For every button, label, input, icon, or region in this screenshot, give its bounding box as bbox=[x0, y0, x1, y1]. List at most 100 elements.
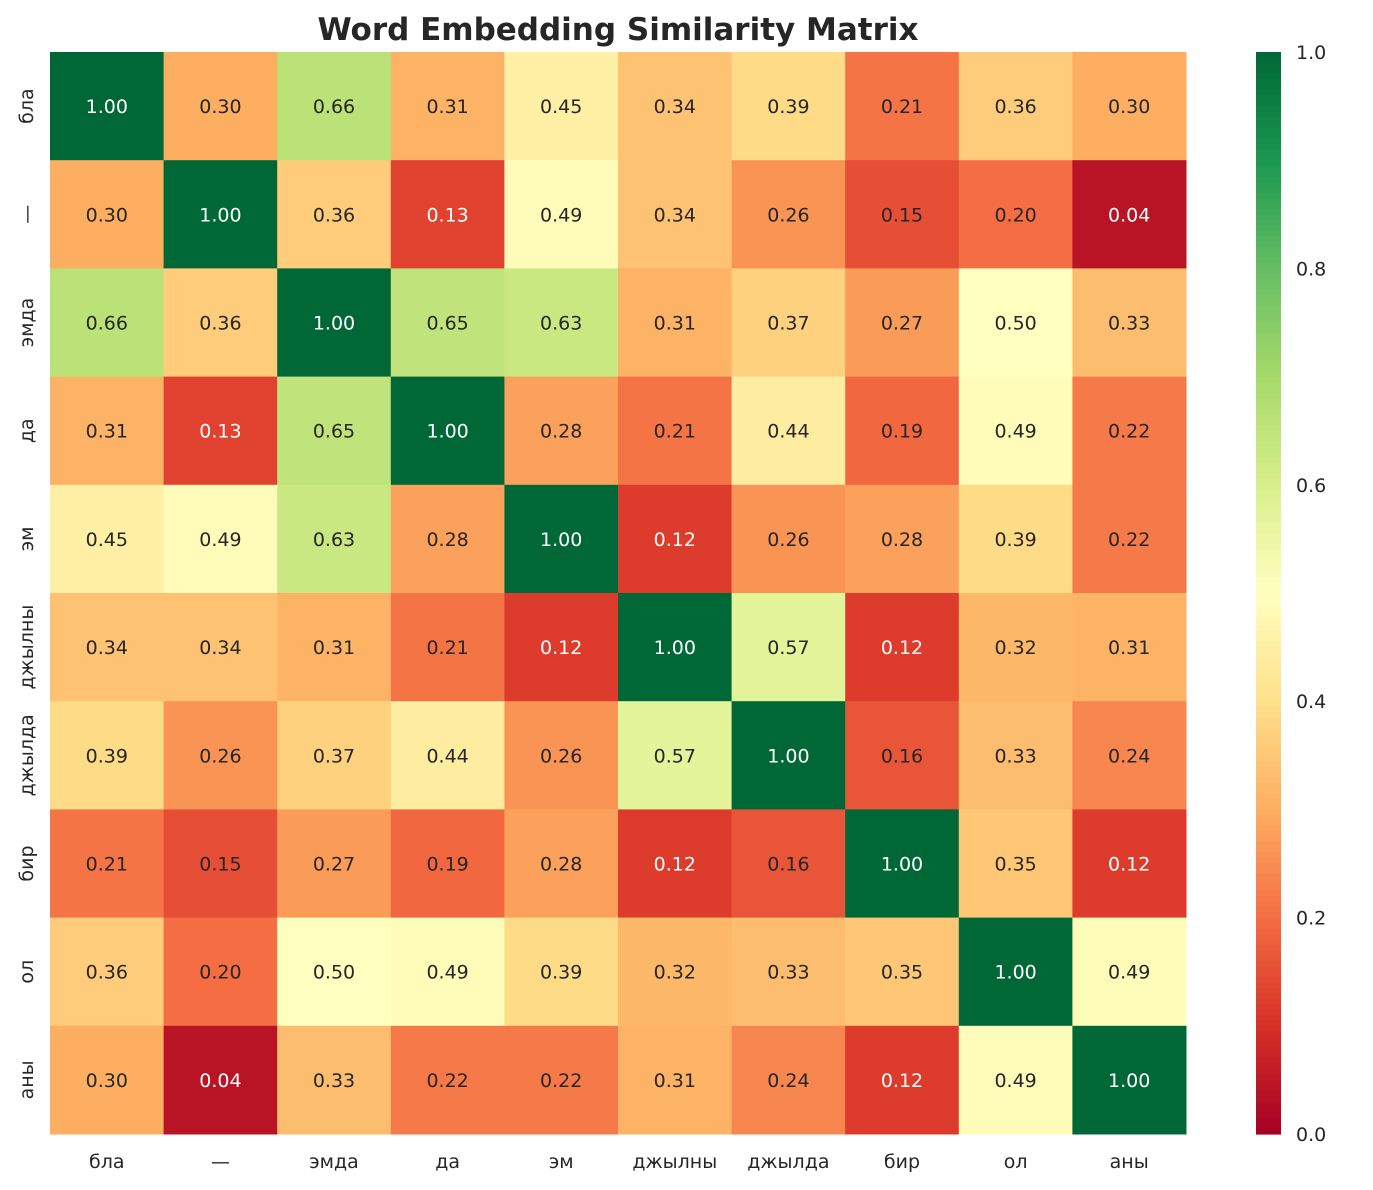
colorbar-tick-label: 0.6 bbox=[1296, 475, 1326, 497]
colorbar-segment bbox=[1256, 906, 1281, 913]
cell-value-label: 0.66 bbox=[313, 96, 355, 118]
colorbar-segment bbox=[1256, 333, 1281, 340]
heatmap-cell bbox=[50, 268, 165, 378]
colorbar-segment bbox=[1256, 901, 1281, 908]
colorbar-segment bbox=[1256, 1101, 1281, 1108]
heatmap-cell bbox=[958, 701, 1073, 810]
colorbar-segment bbox=[1256, 1106, 1281, 1113]
cell-value-label: 0.04 bbox=[199, 1070, 241, 1092]
colorbar-segment bbox=[1256, 441, 1281, 448]
colorbar-segment bbox=[1256, 793, 1281, 800]
heatmap-cell bbox=[504, 701, 619, 810]
colorbar-segment bbox=[1256, 722, 1281, 729]
cell-value-label: 0.30 bbox=[1108, 96, 1150, 118]
cell-value-label: 0.34 bbox=[654, 96, 696, 118]
colorbar-segment bbox=[1256, 392, 1281, 399]
heatmap-cell bbox=[958, 917, 1073, 1027]
colorbar-segment bbox=[1256, 79, 1281, 86]
colorbar-segment bbox=[1256, 95, 1281, 102]
colorbar-segment bbox=[1256, 446, 1281, 453]
colorbar-segment bbox=[1256, 203, 1281, 210]
colorbar-segment bbox=[1256, 1025, 1281, 1032]
cell-value-label: 0.15 bbox=[199, 854, 241, 876]
cell-value-label: 0.21 bbox=[654, 421, 696, 443]
heatmap-cell bbox=[504, 1025, 619, 1135]
cell-value-label: 1.00 bbox=[881, 854, 923, 876]
heatmap-cell bbox=[504, 268, 619, 378]
colorbar-segment bbox=[1256, 268, 1281, 275]
colorbar-tick-label: 0.8 bbox=[1296, 258, 1326, 280]
cell-value-label: 0.19 bbox=[881, 421, 923, 443]
heatmap-cell bbox=[163, 701, 278, 810]
heatmap-cell bbox=[277, 1025, 392, 1135]
colorbar-segment bbox=[1256, 609, 1281, 616]
colorbar-segment bbox=[1256, 419, 1281, 426]
cell-value-label: 0.28 bbox=[540, 854, 582, 876]
colorbar-segment bbox=[1256, 219, 1281, 226]
heatmap-cell bbox=[277, 917, 392, 1027]
cell-value-label: 0.19 bbox=[426, 854, 468, 876]
cell-value-label: 0.66 bbox=[86, 313, 128, 335]
cell-value-label: 0.21 bbox=[426, 637, 468, 659]
colorbar-segment bbox=[1256, 987, 1281, 994]
cell-value-label: 1.00 bbox=[1108, 1070, 1150, 1092]
cell-value-label: 0.65 bbox=[313, 421, 355, 443]
heatmap-cell bbox=[1072, 160, 1187, 269]
colorbar-tick-label: 0.4 bbox=[1296, 691, 1326, 713]
colorbar-segment bbox=[1256, 279, 1281, 286]
cell-value-label: 0.24 bbox=[1108, 745, 1150, 767]
colorbar: 0.0 0.2 0.4 0.6 0.8 1.0 bbox=[1256, 42, 1326, 1146]
cell-value-label: 0.30 bbox=[86, 204, 128, 226]
heatmap-cell bbox=[277, 484, 392, 594]
cell-value-label: 0.35 bbox=[881, 962, 923, 984]
colorbar-segment bbox=[1256, 62, 1281, 69]
colorbar-segment bbox=[1256, 647, 1281, 654]
colorbar-segment bbox=[1256, 1014, 1281, 1021]
heatmap-cell bbox=[958, 809, 1073, 919]
colorbar-segment bbox=[1256, 679, 1281, 686]
heatmap-cell bbox=[1072, 484, 1187, 594]
colorbar-segment bbox=[1256, 1085, 1281, 1092]
colorbar-segment bbox=[1256, 625, 1281, 632]
cell-value-label: 0.32 bbox=[654, 962, 696, 984]
colorbar-segment bbox=[1256, 511, 1281, 518]
colorbar-segment bbox=[1256, 208, 1281, 215]
colorbar-segment bbox=[1256, 760, 1281, 767]
colorbar-segment bbox=[1256, 425, 1281, 432]
heatmap-cell bbox=[504, 809, 619, 919]
cell-value-label: 0.27 bbox=[881, 313, 923, 335]
heatmap-cell bbox=[277, 593, 392, 702]
heatmap-cell bbox=[277, 809, 392, 919]
cell-value-label: 0.32 bbox=[994, 637, 1036, 659]
cell-value-label: 1.00 bbox=[426, 421, 468, 443]
heatmap-cell bbox=[390, 593, 505, 702]
heatmap-cell bbox=[845, 917, 960, 1027]
cell-value-label: 0.36 bbox=[199, 313, 241, 335]
heatmap-cell bbox=[390, 160, 505, 269]
colorbar-segment bbox=[1256, 122, 1281, 129]
heatmap-cell bbox=[618, 701, 733, 810]
heatmap-cells: 1.00 0.30 0.66 0.31 0.45 0.34 0.39 0.21 0.36 0.30… bbox=[50, 52, 1187, 1135]
y-tick-label: да bbox=[16, 418, 38, 443]
colorbar-segment bbox=[1256, 127, 1281, 134]
y-tick-label: джылда bbox=[16, 714, 38, 796]
colorbar-segment bbox=[1256, 290, 1281, 297]
heatmap-cell bbox=[390, 701, 505, 810]
colorbar-segment bbox=[1256, 560, 1281, 567]
colorbar-segment bbox=[1256, 84, 1281, 91]
colorbar-segment bbox=[1256, 1079, 1281, 1086]
cell-value-label: 0.26 bbox=[199, 745, 241, 767]
cell-value-label: 1.00 bbox=[654, 637, 696, 659]
colorbar-segment bbox=[1256, 582, 1281, 589]
colorbar-segment bbox=[1256, 181, 1281, 188]
heatmap-cell bbox=[50, 593, 165, 702]
cell-value-label: 0.30 bbox=[199, 96, 241, 118]
cell-value-label: 0.36 bbox=[86, 962, 128, 984]
colorbar-segment bbox=[1256, 490, 1281, 497]
colorbar-segment bbox=[1256, 776, 1281, 783]
x-tick-label: эмда bbox=[309, 1151, 359, 1173]
colorbar-segment bbox=[1256, 1031, 1281, 1038]
heatmap-cell bbox=[390, 1025, 505, 1135]
cell-value-label: 0.16 bbox=[881, 745, 923, 767]
